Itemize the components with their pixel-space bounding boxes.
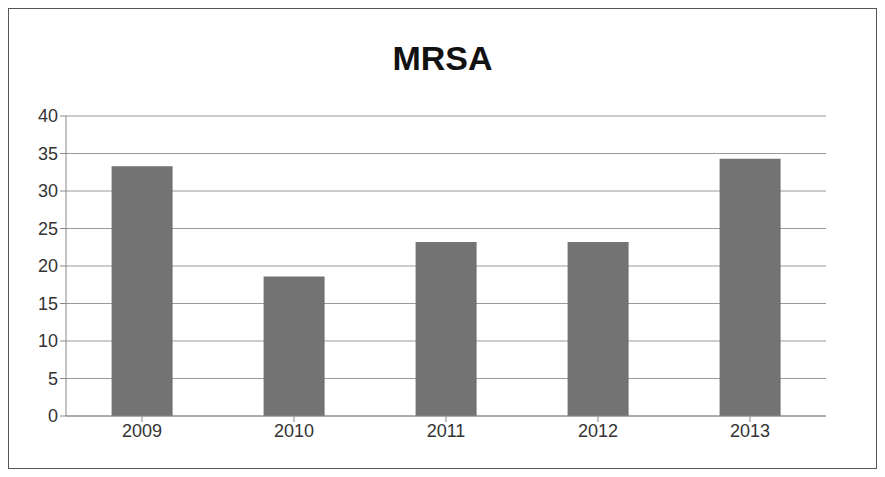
svg-text:30: 30	[38, 181, 58, 201]
svg-text:15: 15	[38, 294, 58, 314]
svg-text:2010: 2010	[274, 421, 314, 441]
svg-text:10: 10	[38, 331, 58, 351]
svg-text:0: 0	[48, 406, 58, 426]
svg-text:25: 25	[38, 219, 58, 239]
svg-text:2011: 2011	[427, 421, 466, 441]
html-text:MRSA: MRSA	[392, 39, 493, 77]
svg-text:2012: 2012	[578, 421, 618, 441]
svg-text:20: 20	[38, 256, 58, 276]
svg-text:5: 5	[48, 369, 58, 389]
svg-text:2009: 2009	[122, 421, 162, 441]
svg-text:2013: 2013	[730, 421, 770, 441]
svg-text:35: 35	[38, 144, 58, 164]
svg-text:40: 40	[38, 106, 58, 126]
